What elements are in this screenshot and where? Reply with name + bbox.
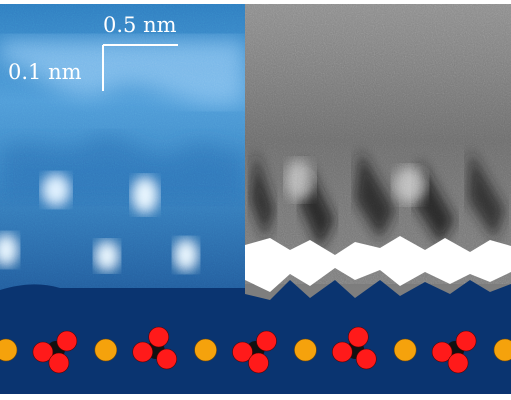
oxygen-atom-icon [455,330,477,352]
carbonate-group-icon [431,330,477,374]
oxygen-atom-icon [431,341,453,363]
calcium-atom-icon [294,338,317,362]
carbonate-group-icon [331,326,377,370]
calcium-atom-icon [94,338,118,362]
scale-bar-vertical-label: 0.1 nm [8,60,82,84]
calcium-atom-icon [0,338,18,362]
oxygen-atom-icon [132,341,153,363]
oxygen-atom-icon [347,326,369,348]
oxygen-atom-icon [447,352,469,374]
carbonate-group-icon [232,330,277,374]
oxygen-atom-icon [32,341,54,363]
carbonate-group-icon [132,326,177,370]
scale-bar: 0.5 nm 0.1 nm [8,13,178,91]
atom-row [0,326,511,374]
calcium-atom-icon [194,338,217,362]
oxygen-atom-icon [48,352,70,374]
calcium-atom-icon [393,338,417,362]
oxygen-atom-icon [256,330,277,352]
calcium-atom-icon [493,338,511,362]
oxygen-atom-icon [248,352,269,374]
oxygen-atom-icon [156,348,177,370]
oxygen-atom-icon [355,348,377,370]
oxygen-atom-icon [232,341,253,363]
scale-bar-horizontal-label: 0.5 nm [103,13,177,37]
oxygen-atom-icon [56,330,78,352]
oxygen-atom-icon [331,341,353,363]
oxygen-atom-icon [148,326,169,348]
carbonate-group-icon [32,330,78,374]
